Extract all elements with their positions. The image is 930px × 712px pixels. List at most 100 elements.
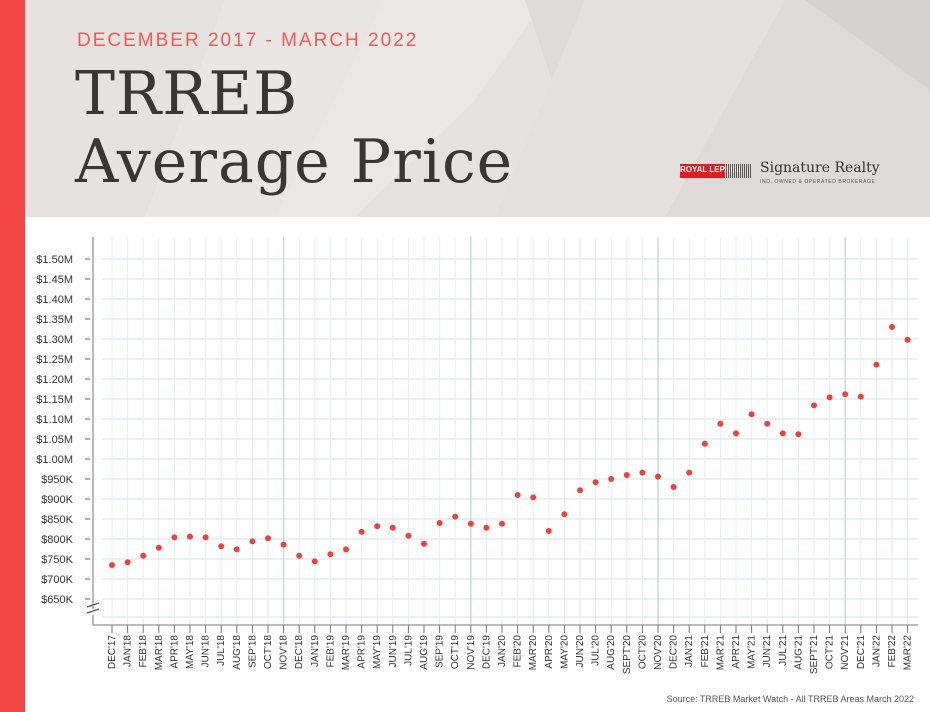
y-tick-label: $1.35M	[36, 314, 73, 326]
x-tick-label: APR'20	[544, 635, 555, 669]
x-tick-label: NOV'20	[653, 635, 664, 670]
y-tick-label: $750K	[41, 554, 73, 566]
y-tick-label: $1.45M	[36, 274, 73, 286]
y-tick-label: $1.05M	[36, 434, 73, 446]
axis-break-mark	[86, 608, 100, 614]
x-tick-label: JAN'19	[310, 635, 321, 667]
x-tick-label: AUG'21	[793, 635, 804, 670]
x-tick-label: FEB'22	[887, 635, 898, 668]
x-tick-label: AUG'20	[606, 635, 617, 670]
x-tick-label: DEC'20	[669, 635, 680, 670]
x-tick-label: JUL'20	[591, 635, 602, 666]
data-point	[764, 420, 771, 427]
data-point	[639, 469, 646, 476]
x-tick-label: JUN'18	[201, 635, 212, 668]
x-tick-label: SEP'18	[247, 635, 258, 668]
title-line-1: TRREB	[75, 59, 299, 129]
x-tick-label: DEC'17	[107, 635, 118, 670]
data-point	[389, 524, 396, 531]
x-tick-label: JUN'21	[762, 635, 773, 668]
x-tick-label: MAR'18	[154, 635, 165, 671]
x-tick-label: AUG'18	[232, 635, 243, 670]
data-point	[701, 440, 708, 447]
data-point	[826, 394, 833, 401]
x-tick-label: JAN'21	[684, 635, 695, 667]
data-point	[249, 538, 256, 545]
x-tick-label: JUL'19	[403, 635, 414, 666]
data-point	[124, 559, 131, 566]
data-point	[202, 534, 209, 541]
data-point	[795, 431, 802, 438]
data-point	[452, 513, 459, 520]
data-point	[311, 558, 318, 565]
x-tick-label: JUL'21	[778, 635, 789, 666]
x-tick-label: MAR'20	[528, 635, 539, 671]
data-point	[623, 472, 630, 478]
data-point	[873, 361, 880, 368]
header-banner: DECEMBER 2017 - MARCH 2022 TRREB Average…	[25, 0, 930, 217]
x-tick-label: OCT'18	[263, 635, 274, 670]
y-tick-label: $1.10M	[36, 414, 73, 426]
x-tick-label: JUN'20	[575, 635, 586, 668]
x-tick-label: NOV'18	[279, 635, 290, 670]
header-background-shapes	[145, 0, 930, 217]
x-tick-label: SEPT'21	[809, 635, 820, 675]
data-point	[327, 551, 334, 558]
data-point	[545, 528, 552, 534]
x-tick-label: OCT'21	[825, 635, 836, 670]
y-tick-label: $1.25M	[36, 354, 73, 366]
data-point	[343, 546, 349, 553]
y-tick-label: $1.15M	[36, 394, 73, 406]
y-tick-label: $700K	[41, 574, 73, 586]
accent-bar	[0, 0, 25, 712]
data-point	[374, 523, 381, 530]
data-point	[140, 552, 147, 559]
data-point	[218, 543, 225, 550]
x-tick-label: SEPT'20	[622, 635, 633, 675]
data-point	[904, 336, 911, 343]
x-tick-label: AUG'19	[419, 635, 430, 670]
data-point	[421, 540, 427, 547]
y-tick-label: $1.50M	[36, 254, 73, 266]
x-tick-label: JUL'18	[216, 635, 227, 666]
data-point	[436, 520, 443, 526]
logo-tagline: IND. OWNED & OPERATED BROKERAGE	[760, 179, 876, 185]
y-tick-label: $650K	[41, 594, 73, 606]
data-point	[265, 535, 271, 542]
data-point	[280, 541, 287, 548]
x-tick-label: NOV'21	[840, 635, 851, 670]
data-point	[296, 552, 303, 559]
axis-break-mark	[86, 602, 100, 608]
y-tick-label: $800K	[41, 534, 73, 546]
data-point	[233, 546, 240, 553]
y-tick-label: $1.20M	[36, 374, 73, 386]
data-point	[499, 520, 505, 527]
data-point	[358, 528, 365, 535]
x-tick-label: FEB'18	[138, 635, 149, 668]
x-tick-label: FEB'20	[513, 635, 524, 668]
data-point	[717, 420, 724, 427]
x-tick-label: DEC'19	[481, 635, 492, 670]
data-point	[109, 562, 115, 568]
x-tick-label: APR'21	[731, 635, 742, 669]
page-title: TRREB Average Price	[75, 60, 513, 196]
x-tick-label: MAR'22	[903, 635, 914, 671]
data-point	[530, 494, 537, 501]
x-tick-label: JUN'19	[388, 635, 399, 668]
data-point	[686, 469, 693, 476]
data-point	[467, 520, 474, 527]
x-tick-label: SEP'19	[435, 635, 446, 668]
data-point	[779, 430, 786, 437]
data-point	[405, 532, 412, 539]
x-tick-label: MAY'21	[747, 635, 758, 669]
x-tick-label: JAN'18	[123, 635, 134, 667]
x-tick-label: FEB'21	[700, 635, 711, 668]
x-tick-label: OCT'20	[637, 635, 648, 670]
price-chart: $650K $700K $750K $800K $850K $900K $950K $1.00…	[36, 237, 918, 675]
data-point	[670, 484, 677, 490]
source-note: Source: TRREB Market Watch - All TRREB A…	[666, 694, 914, 704]
y-tick-label: $1.00M	[36, 454, 73, 466]
logo-box-text: ROYAL LEPAGE	[680, 165, 742, 174]
y-tick-label: $1.30M	[36, 334, 73, 346]
x-tick-label: DEC'18	[294, 635, 305, 670]
